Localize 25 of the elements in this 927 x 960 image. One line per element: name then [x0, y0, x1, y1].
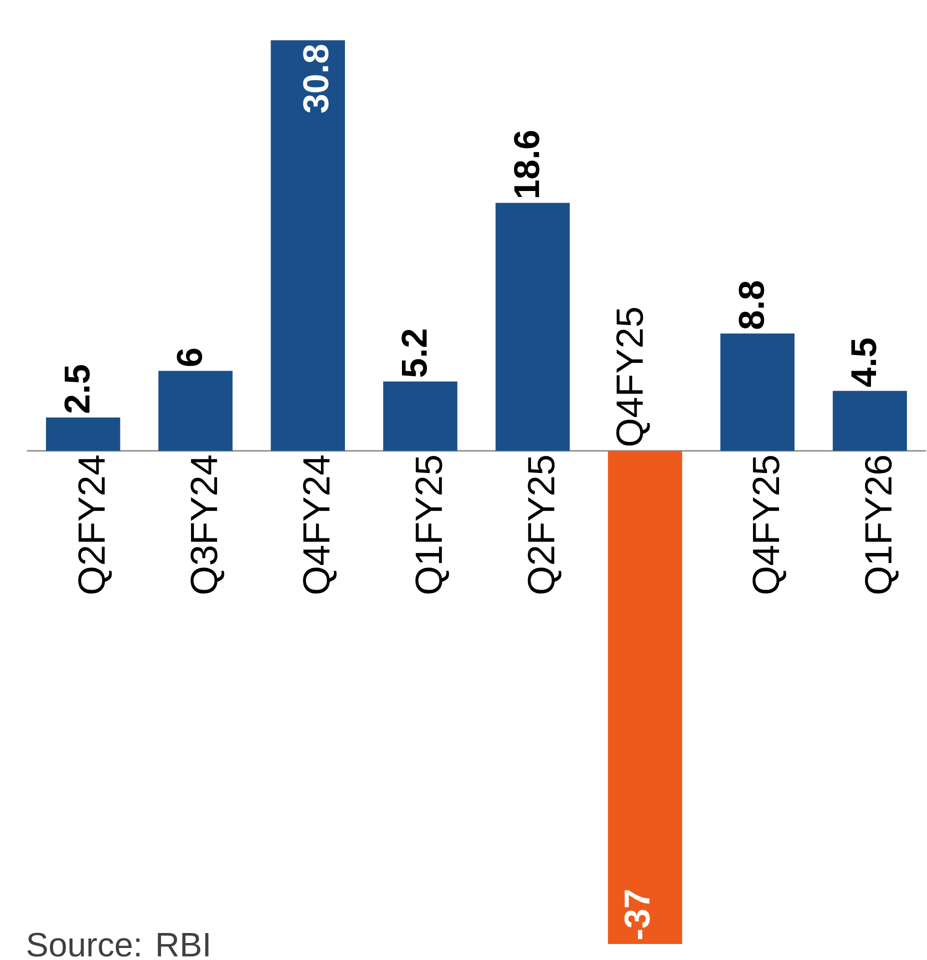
data-label: 2.5 — [64, 365, 90, 413]
bar — [158, 370, 233, 451]
x-tick-label: Q4FY24 — [303, 455, 337, 594]
x-tick-label: Q3FY24 — [190, 455, 224, 594]
data-label: 6 — [176, 348, 202, 366]
bar — [832, 390, 908, 451]
data-label: 5.2 — [402, 330, 428, 377]
bar — [46, 418, 120, 451]
data-label: 30.8 — [303, 44, 329, 113]
data-label: -37 — [624, 890, 650, 940]
x-tick-label: Q4FY25 — [752, 456, 786, 594]
x-tick-label: Q2FY24 — [78, 455, 112, 594]
bar — [496, 202, 570, 451]
bar — [720, 334, 795, 451]
x-tick-label: Q2FY25 — [528, 456, 562, 594]
x-tick-label: Q1FY26 — [865, 456, 899, 594]
data-label: 4.5 — [851, 338, 876, 387]
bar — [270, 40, 346, 451]
bar — [608, 450, 682, 944]
data-label: 18.6 — [514, 130, 540, 198]
x-tick-label: Q4FY25 — [616, 308, 650, 446]
annotation: Source: RBI — [28, 932, 209, 957]
x-tick-label: Q1FY25 — [416, 456, 450, 594]
data-label: 8.8 — [738, 281, 764, 329]
bar — [383, 382, 458, 451]
